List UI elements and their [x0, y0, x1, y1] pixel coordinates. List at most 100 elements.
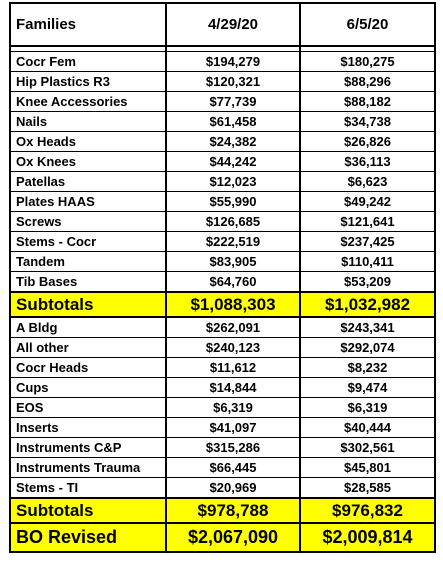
value-cell-6-5-20: $8,232	[299, 357, 436, 378]
table-row: A Bldg $262,091 $243,341	[9, 317, 436, 338]
value-cell-4-29-20: $61,458	[165, 111, 301, 132]
family-cell: Cups	[9, 377, 167, 398]
table-row: All other $240,123 $292,074	[9, 337, 436, 358]
family-cell: Stems - Cocr	[9, 231, 167, 252]
table-row: Knee Accessories $77,739 $88,182	[9, 91, 436, 112]
table-row: Cocr Heads $11,612 $8,232	[9, 357, 436, 378]
spreadsheet: Families 4/29/20 6/5/20 Cocr Fem $194,279…	[9, 2, 436, 553]
table-row: Tandem $83,905 $110,411	[9, 251, 436, 272]
value-cell-6-5-20: $49,242	[299, 191, 436, 212]
value-cell-6-5-20: $40,444	[299, 417, 436, 438]
table-row: Ox Knees $44,242 $36,113	[9, 151, 436, 172]
family-cell: Inserts	[9, 417, 167, 438]
value-cell-6-5-20: $34,738	[299, 111, 436, 132]
value-cell-6-5-20: $110,411	[299, 251, 436, 272]
value-cell-6-5-20: $6,623	[299, 171, 436, 192]
value-cell-4-29-20: $20,969	[165, 477, 301, 499]
value-cell-6-5-20: $9,474	[299, 377, 436, 398]
value-cell-4-29-20: $41,097	[165, 417, 301, 438]
family-cell: Hip Plastics R3	[9, 71, 167, 92]
family-cell: EOS	[9, 397, 167, 418]
value-cell-4-29-20: $11,612	[165, 357, 301, 378]
sub-family-cell: Subtotals	[9, 291, 167, 318]
value-cell-6-5-20: $28,585	[299, 477, 436, 499]
family-cell: Stems - TI	[9, 477, 167, 499]
value-cell-4-29-20: $83,905	[165, 251, 301, 272]
table-row: Plates HAAS $55,990 $49,242	[9, 191, 436, 212]
table-row: Cups $14,844 $9,474	[9, 377, 436, 398]
value-cell-6-5-20: $121,641	[299, 211, 436, 232]
subtotal-row: Subtotals $978,788 $976,832	[9, 497, 436, 524]
family-cell: Instruments C&P	[9, 437, 167, 458]
family-cell: Cocr Fem	[9, 51, 167, 72]
table-row: Tib Bases $64,760 $53,209	[9, 271, 436, 293]
value-cell-6-5-20: $292,074	[299, 337, 436, 358]
table-row: Ox Heads $24,382 $26,826	[9, 131, 436, 152]
family-cell: Cocr Heads	[9, 357, 167, 378]
bo-revised-row: BO Revised $2,067,090 $2,009,814	[9, 522, 436, 553]
value-cell-4-29-20: $262,091	[165, 317, 301, 338]
bo-value-cell-4-29-20: $2,067,090	[165, 522, 301, 553]
family-cell: Ox Knees	[9, 151, 167, 172]
sub-value-cell-6-5-20: $976,832	[299, 497, 436, 524]
value-cell-4-29-20: $24,382	[165, 131, 301, 152]
table-row: Inserts $41,097 $40,444	[9, 417, 436, 438]
table-row: Instruments Trauma $66,445 $45,801	[9, 457, 436, 478]
value-cell-4-29-20: $44,242	[165, 151, 301, 172]
table-row: Nails $61,458 $34,738	[9, 111, 436, 132]
value-cell-4-29-20: $315,286	[165, 437, 301, 458]
value-cell-6-5-20: $6,319	[299, 397, 436, 418]
table-row: Stems - TI $20,969 $28,585	[9, 477, 436, 499]
header-date-1: 4/29/20	[165, 3, 301, 47]
subtotal-row: Subtotals $1,088,303 $1,032,982	[9, 291, 436, 318]
value-cell-6-5-20: $88,296	[299, 71, 436, 92]
family-cell: Ox Heads	[9, 131, 167, 152]
value-cell-6-5-20: $53,209	[299, 271, 436, 293]
value-cell-4-29-20: $12,023	[165, 171, 301, 192]
value-cell-6-5-20: $180,275	[299, 51, 436, 72]
family-cell: Nails	[9, 111, 167, 132]
value-cell-6-5-20: $243,341	[299, 317, 436, 338]
value-cell-4-29-20: $66,445	[165, 457, 301, 478]
table-row: Cocr Fem $194,279 $180,275	[9, 51, 436, 72]
family-cell: Knee Accessories	[9, 91, 167, 112]
value-cell-4-29-20: $240,123	[165, 337, 301, 358]
value-cell-6-5-20: $88,182	[299, 91, 436, 112]
family-cell: A Bldg	[9, 317, 167, 338]
bo-family-cell: BO Revised	[9, 522, 167, 553]
value-cell-6-5-20: $26,826	[299, 131, 436, 152]
family-cell: Instruments Trauma	[9, 457, 167, 478]
family-cell: Screws	[9, 211, 167, 232]
value-cell-4-29-20: $126,685	[165, 211, 301, 232]
table-row: Patellas $12,023 $6,623	[9, 171, 436, 192]
value-cell-4-29-20: $14,844	[165, 377, 301, 398]
sub-value-cell-4-29-20: $1,088,303	[165, 291, 301, 318]
value-cell-4-29-20: $194,279	[165, 51, 301, 72]
value-cell-4-29-20: $6,319	[165, 397, 301, 418]
value-cell-6-5-20: $36,113	[299, 151, 436, 172]
sub-value-cell-6-5-20: $1,032,982	[299, 291, 436, 318]
table-row: Screws $126,685 $121,641	[9, 211, 436, 232]
sub-value-cell-4-29-20: $978,788	[165, 497, 301, 524]
table-row: EOS $6,319 $6,319	[9, 397, 436, 418]
table-row: Stems - Cocr $222,519 $237,425	[9, 231, 436, 252]
table-row: Hip Plastics R3 $120,321 $88,296	[9, 71, 436, 92]
family-cell: Tandem	[9, 251, 167, 272]
family-cell: Patellas	[9, 171, 167, 192]
value-cell-4-29-20: $222,519	[165, 231, 301, 252]
header-row: Families 4/29/20 6/5/20	[9, 3, 436, 47]
family-cell: All other	[9, 337, 167, 358]
value-cell-6-5-20: $45,801	[299, 457, 436, 478]
value-cell-4-29-20: $55,990	[165, 191, 301, 212]
header-families: Families	[9, 3, 167, 47]
table-row: Instruments C&P $315,286 $302,561	[9, 437, 436, 458]
bo-value-cell-6-5-20: $2,009,814	[299, 522, 436, 553]
value-cell-4-29-20: $64,760	[165, 271, 301, 293]
family-cell: Plates HAAS	[9, 191, 167, 212]
family-cell: Tib Bases	[9, 271, 167, 293]
value-cell-6-5-20: $237,425	[299, 231, 436, 252]
value-cell-4-29-20: $77,739	[165, 91, 301, 112]
value-cell-4-29-20: $120,321	[165, 71, 301, 92]
families-table: Families 4/29/20 6/5/20 Cocr Fem $194,279…	[9, 2, 436, 553]
header-date-2: 6/5/20	[299, 3, 436, 47]
